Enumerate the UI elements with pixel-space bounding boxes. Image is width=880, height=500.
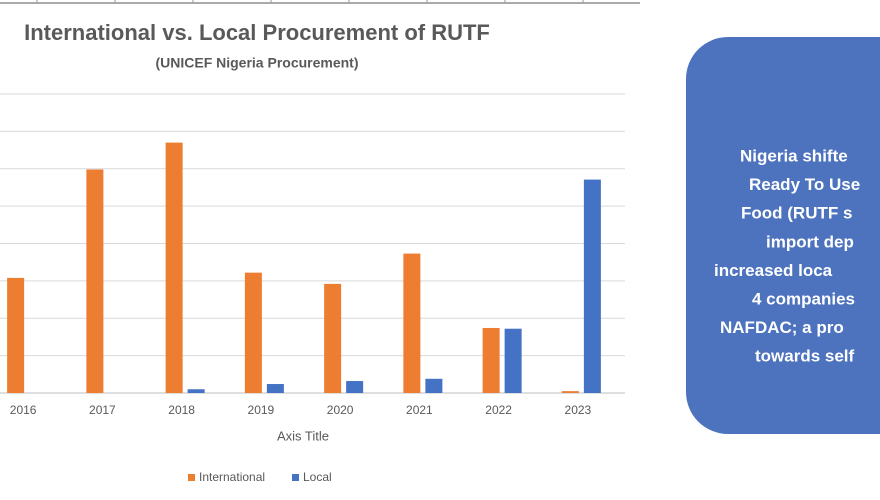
bar xyxy=(165,142,183,393)
callout-box xyxy=(686,37,880,434)
x-axis-title: Axis Title xyxy=(277,428,329,443)
x-tick-label: 2023 xyxy=(565,403,592,417)
legend-label: International xyxy=(199,470,265,484)
bar xyxy=(324,283,342,393)
x-tick-label: 2020 xyxy=(327,403,354,417)
bar xyxy=(425,378,443,393)
x-tick-label: 2019 xyxy=(248,403,275,417)
bar xyxy=(346,381,364,393)
legend-swatch xyxy=(188,474,195,481)
bar xyxy=(583,179,601,393)
callout-text: NAFDAC; a pro xyxy=(720,318,844,337)
bar xyxy=(482,327,500,393)
bar xyxy=(244,272,262,393)
x-tick-label: 2022 xyxy=(485,403,512,417)
chart-title: International vs. Local Procurement of R… xyxy=(24,20,490,45)
callout-text: Ready To Use xyxy=(749,175,860,194)
x-tick-label: 2021 xyxy=(406,403,433,417)
callout-text: increased loca xyxy=(714,261,833,280)
x-tick-label: 2018 xyxy=(168,403,195,417)
bar xyxy=(187,389,205,393)
callout-text: import dep xyxy=(766,232,854,251)
bar xyxy=(266,384,284,393)
chart-subtitle: (UNICEF Nigeria Procurement) xyxy=(155,55,358,71)
legend-swatch xyxy=(292,474,299,481)
bar xyxy=(561,391,579,393)
bar xyxy=(86,169,104,393)
x-tick-label: 2017 xyxy=(89,403,116,417)
legend-label: Local xyxy=(303,470,332,484)
callout-text: Food (RUTF s xyxy=(741,204,852,223)
callout-text: towards self xyxy=(755,347,855,366)
callout-text: 4 companies xyxy=(752,289,855,308)
bar xyxy=(403,253,421,393)
sheet-header-ticks xyxy=(36,0,584,3)
bar xyxy=(7,277,25,393)
x-tick-label: 2016 xyxy=(10,403,37,417)
bar xyxy=(504,328,522,393)
callout-text: Nigeria shifte xyxy=(740,146,848,165)
